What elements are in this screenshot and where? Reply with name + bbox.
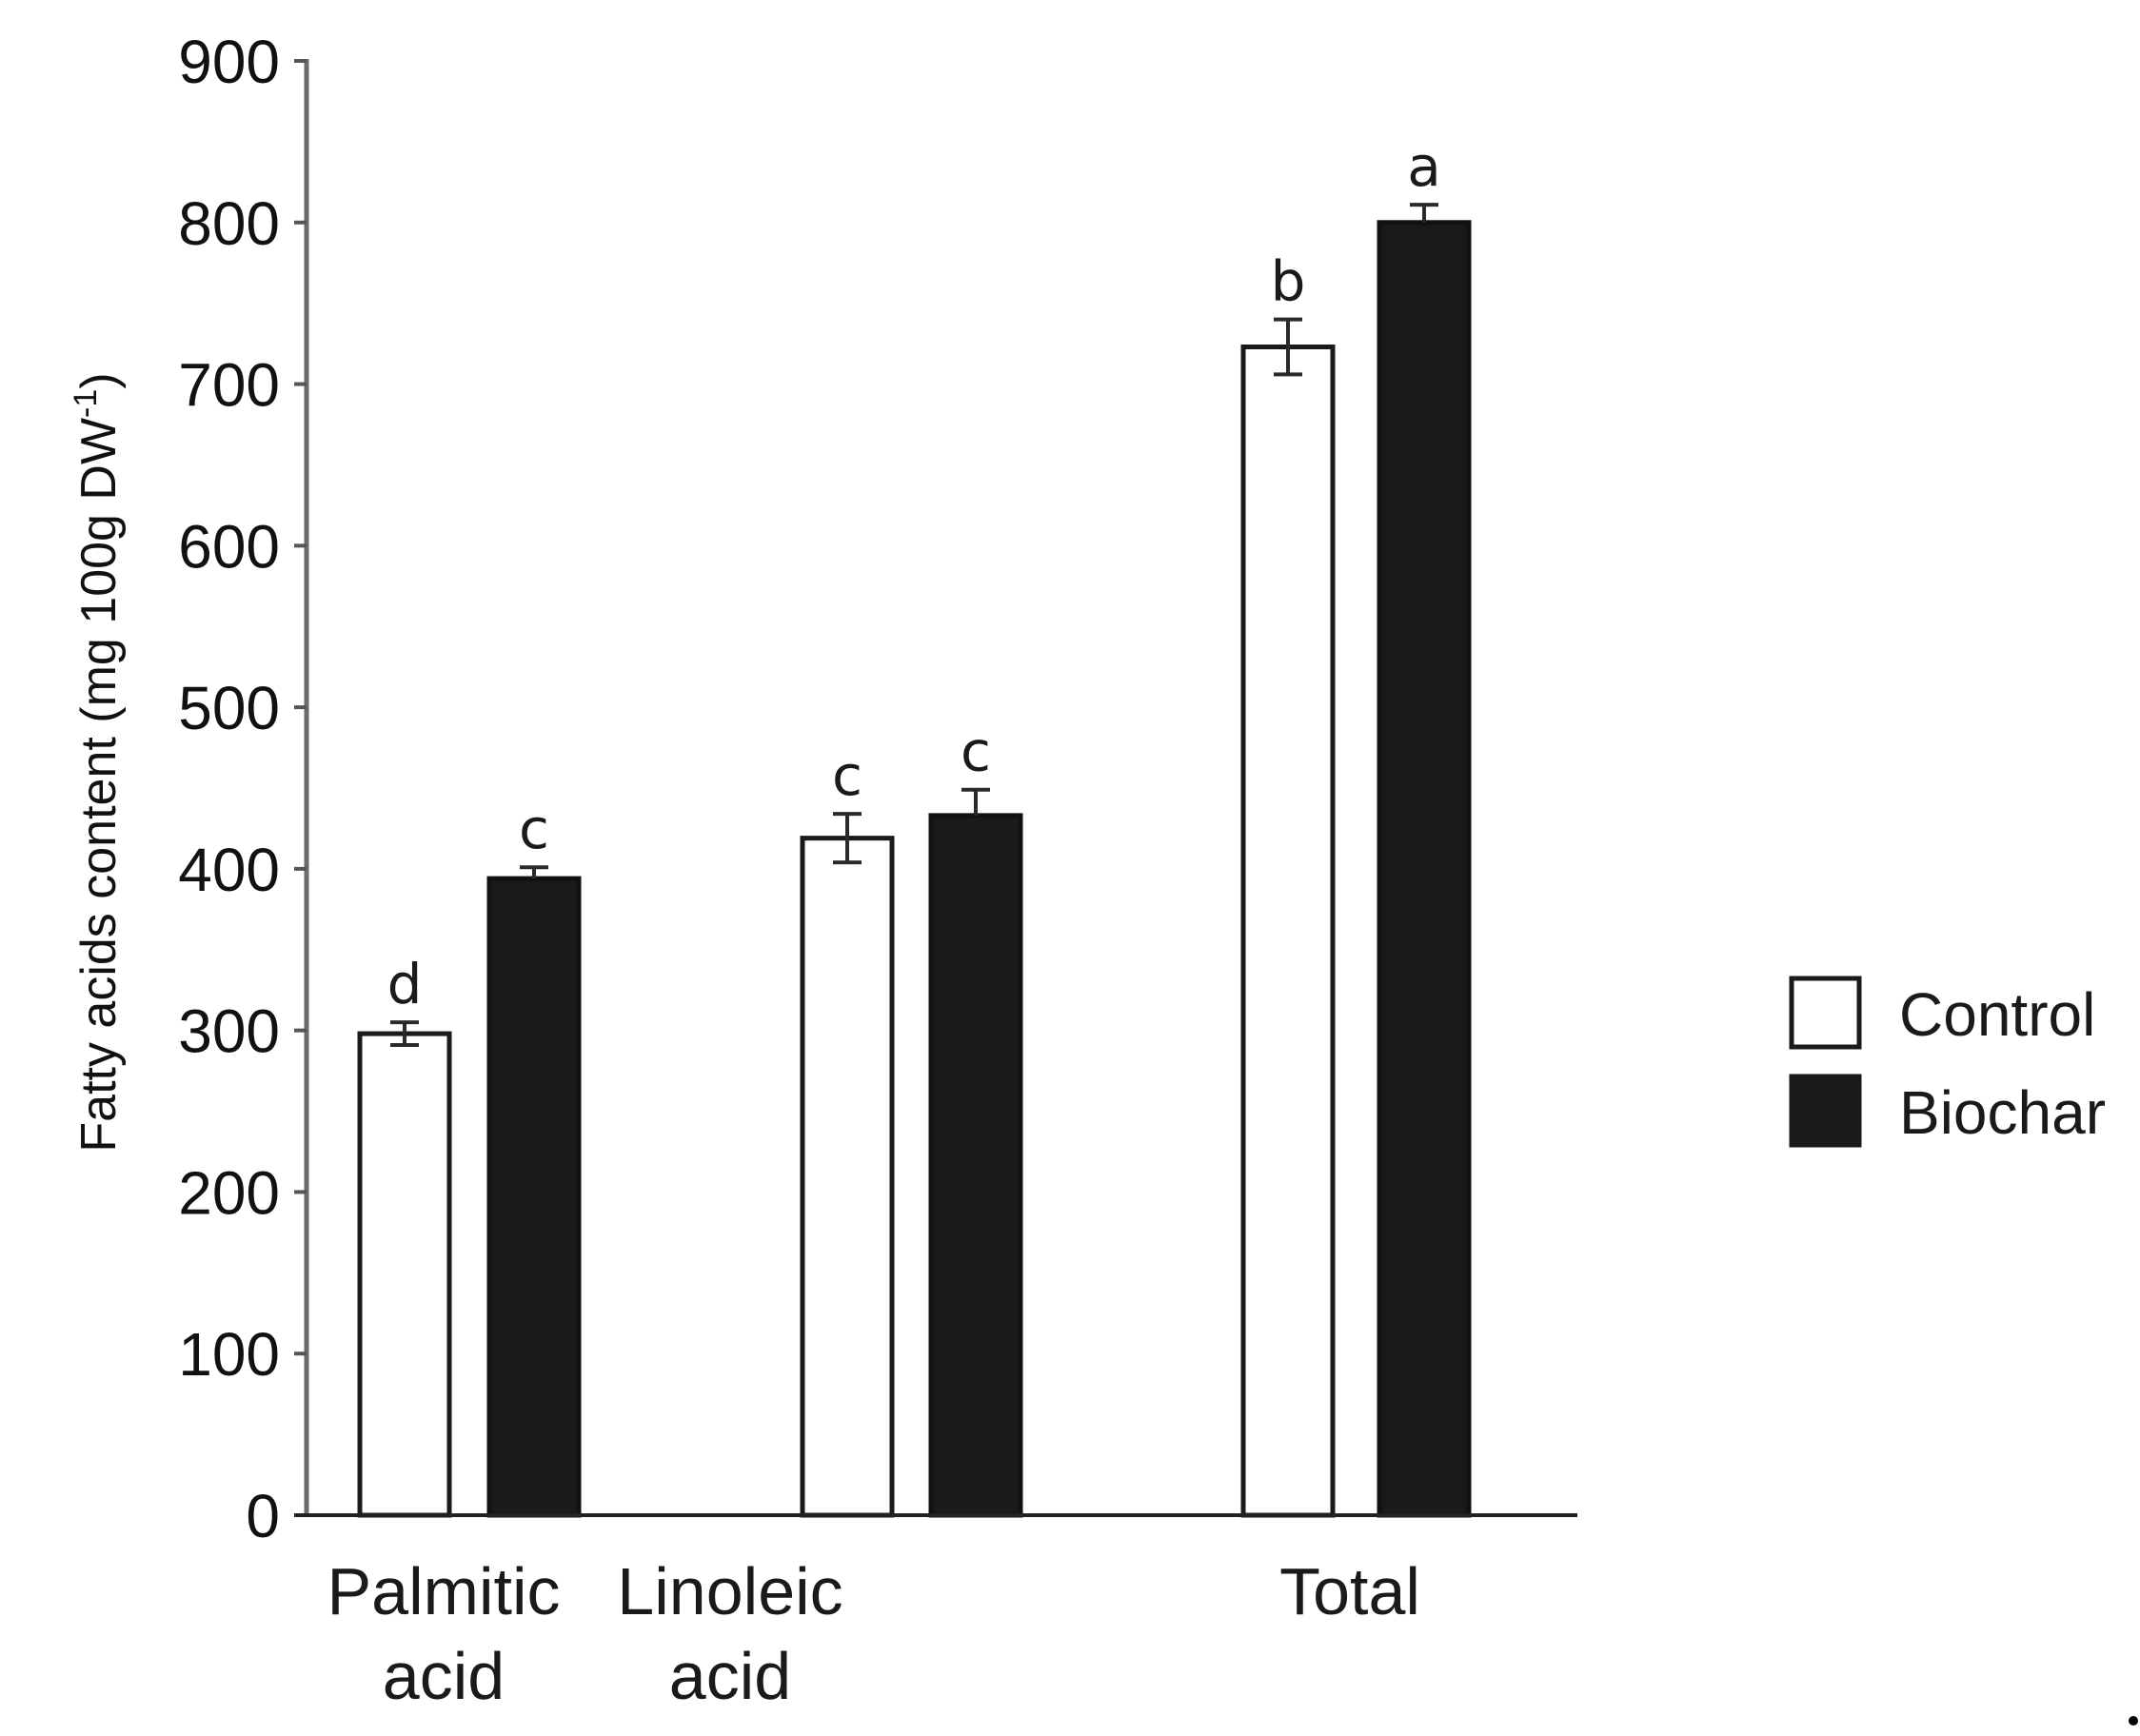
legend-label: Biochar [1899,1078,2106,1147]
legend-item-control: Control [1789,976,2095,1050]
y-axis: 0 100 200 300 400 500 600 700 800 900 [178,28,309,1550]
y-tick-label: 400 [178,836,280,904]
y-tick-label: 100 [178,1320,280,1389]
bar-control [1240,345,1336,1518]
y-tick-label: 0 [246,1482,280,1550]
trailing-dot [2129,1716,2138,1726]
legend-swatch [1789,1074,1862,1148]
significance-letter: d [387,952,423,1016]
x-category-label: Total [1279,1554,1420,1628]
bar-biochar [486,876,582,1518]
legend-swatch [1789,976,1862,1050]
bar-biochar [1377,220,1472,1518]
y-tick-label: 700 [178,351,280,420]
y-axis-label: Fatty acids content (mg 100g DW-1) [68,372,127,1152]
bar-group-total: ba [1240,134,1472,1518]
y-axis-title: Fatty acids content (mg 100g DW-1) [68,372,127,1152]
bar-control [800,836,895,1518]
bars: dcc cba [357,134,1472,1518]
significance-letter: a [1407,134,1441,199]
significance-letter: c [519,797,549,861]
significance-letter: c [961,720,991,784]
y-tick-label: 800 [178,189,280,258]
y-tick-label: 900 [178,28,280,96]
y-tick-label: 500 [178,674,280,742]
legend-item-biochar: Biochar [1789,1074,2106,1148]
y-tick-label: 300 [178,997,280,1066]
y-tick-label: 200 [178,1158,280,1227]
y-tick-label: 600 [178,512,280,581]
bar-group-palmitic-acid: dc [357,797,582,1518]
significance-letter: b [1271,249,1306,314]
bar-control [357,1031,452,1518]
x-category-label: Linoleic acid [617,1554,842,1713]
bar-biochar [928,813,1023,1518]
legend-label: Control [1899,980,2095,1049]
significance-letter: c [832,743,862,808]
x-category-label: Palmitic acid [327,1554,560,1713]
x-axis: Palmitic acid Linoleic acid Total [294,1513,1577,1713]
legend: Control Biochar [1789,976,2106,1148]
